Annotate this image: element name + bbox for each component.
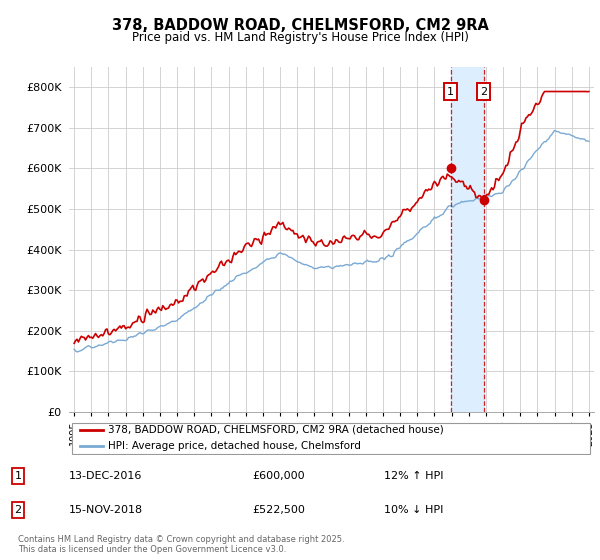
Text: Contains HM Land Registry data © Crown copyright and database right 2025.
This d: Contains HM Land Registry data © Crown c…	[18, 535, 344, 554]
Text: £600,000: £600,000	[252, 471, 305, 481]
Text: 378, BADDOW ROAD, CHELMSFORD, CM2 9RA: 378, BADDOW ROAD, CHELMSFORD, CM2 9RA	[112, 18, 488, 34]
Text: 2: 2	[14, 505, 22, 515]
Text: 1: 1	[14, 471, 22, 481]
Text: 2: 2	[480, 86, 487, 96]
Text: 10% ↓ HPI: 10% ↓ HPI	[384, 505, 443, 515]
Text: 12% ↑ HPI: 12% ↑ HPI	[384, 471, 443, 481]
Text: 15-NOV-2018: 15-NOV-2018	[69, 505, 143, 515]
Text: HPI: Average price, detached house, Chelmsford: HPI: Average price, detached house, Chel…	[109, 441, 361, 451]
Text: 1: 1	[447, 86, 454, 96]
FancyBboxPatch shape	[71, 423, 590, 454]
Text: 378, BADDOW ROAD, CHELMSFORD, CM2 9RA (detached house): 378, BADDOW ROAD, CHELMSFORD, CM2 9RA (d…	[109, 425, 444, 435]
Text: 13-DEC-2016: 13-DEC-2016	[69, 471, 142, 481]
Bar	[451, 67, 484, 412]
Text: £522,500: £522,500	[252, 505, 305, 515]
Text: Price paid vs. HM Land Registry's House Price Index (HPI): Price paid vs. HM Land Registry's House …	[131, 31, 469, 44]
